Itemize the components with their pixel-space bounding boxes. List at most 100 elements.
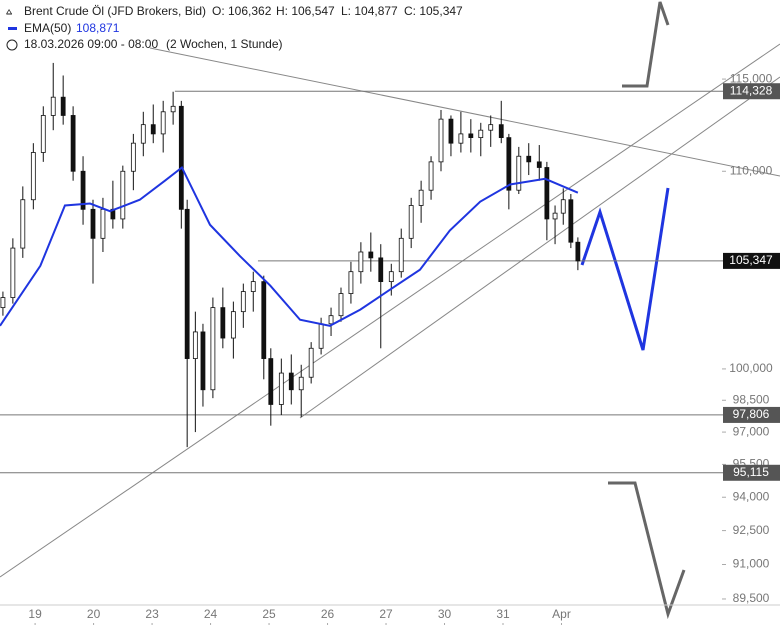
candle-body bbox=[298, 376, 304, 391]
level-box bbox=[723, 252, 780, 269]
candle-body bbox=[560, 199, 566, 214]
candle-body bbox=[250, 281, 256, 292]
candle-body bbox=[20, 199, 26, 249]
ohlc: H: 106,547 bbox=[276, 4, 335, 18]
candle-body bbox=[318, 323, 324, 349]
x-tick-label: 24 bbox=[204, 607, 218, 621]
title: Brent Crude Öl (JFD Brokers, Bid) bbox=[24, 4, 206, 18]
candle-body bbox=[516, 155, 522, 191]
candle-body bbox=[368, 251, 374, 259]
candle-body bbox=[210, 307, 216, 391]
trend-line bbox=[0, 43, 780, 578]
candle-body bbox=[378, 257, 384, 283]
y-tick-label: 89,500 bbox=[733, 591, 770, 605]
candle-body bbox=[160, 111, 166, 135]
level-label: 105,347 bbox=[729, 253, 773, 267]
candle-body bbox=[438, 118, 444, 163]
x-tick-label: 25 bbox=[262, 607, 276, 621]
legend-value: 108,871 bbox=[76, 21, 120, 35]
candle-body bbox=[348, 271, 354, 294]
candle-body bbox=[468, 133, 474, 139]
subtitle: 18.03.2026 09:00 - 08:00 bbox=[24, 37, 158, 51]
candle-body bbox=[428, 161, 434, 191]
candle-body bbox=[130, 142, 136, 172]
level-label: 95,115 bbox=[733, 465, 769, 479]
candle-body bbox=[192, 331, 198, 359]
candle-body bbox=[506, 137, 512, 191]
projection bbox=[580, 187, 670, 351]
candle-body bbox=[418, 189, 424, 206]
candle-body bbox=[448, 118, 454, 144]
candle-body bbox=[140, 124, 146, 144]
candle-body bbox=[536, 161, 542, 168]
candle-body bbox=[288, 372, 294, 391]
candle-body bbox=[338, 293, 344, 317]
y-tick-label: 98,500 bbox=[733, 392, 770, 406]
candle-body bbox=[261, 281, 267, 359]
x-tick-label: 30 bbox=[438, 607, 452, 621]
candle-body bbox=[268, 358, 274, 405]
candle-body bbox=[388, 271, 394, 283]
candle-body bbox=[478, 129, 484, 139]
candle-body bbox=[150, 124, 156, 135]
candle-body bbox=[60, 96, 66, 116]
candle-body bbox=[100, 208, 106, 239]
candle-body bbox=[70, 115, 76, 172]
x-tick-label: 27 bbox=[379, 607, 393, 621]
candle-body bbox=[328, 315, 334, 325]
candle-body bbox=[0, 297, 6, 309]
y-tick-label: 110,000 bbox=[730, 163, 773, 177]
x-tick-label: 23 bbox=[145, 607, 159, 621]
candle-body bbox=[120, 170, 126, 220]
candle-body bbox=[278, 372, 284, 405]
period: (2 Wochen, 1 Stunde) bbox=[166, 37, 283, 51]
level-box bbox=[723, 406, 780, 423]
y-tick-label: 92,500 bbox=[733, 523, 770, 537]
y-tick-label: 115,000 bbox=[730, 71, 773, 85]
y-tick-label: 94,000 bbox=[733, 489, 770, 503]
candle-body bbox=[200, 331, 206, 391]
candle-body bbox=[184, 208, 190, 359]
x-tick-label: Apr bbox=[552, 607, 571, 621]
candle-body bbox=[30, 152, 36, 201]
x-tick-label: 26 bbox=[321, 607, 335, 621]
ohlc: O: 106,362 bbox=[212, 4, 272, 18]
arrow-up bbox=[622, 1, 670, 88]
candle-body bbox=[526, 155, 532, 163]
clock-icon bbox=[6, 39, 18, 51]
candle-body bbox=[230, 311, 236, 339]
candle-body bbox=[488, 124, 494, 131]
y-tick-label: 91,000 bbox=[733, 557, 770, 571]
level-label: 114,328 bbox=[730, 83, 773, 97]
x-tick-label: 20 bbox=[87, 607, 101, 621]
candle-body bbox=[568, 199, 574, 243]
candle-body bbox=[10, 247, 16, 298]
candle-body bbox=[308, 347, 314, 378]
candle-body bbox=[50, 96, 56, 116]
candle-body bbox=[40, 115, 46, 153]
candle-body bbox=[398, 237, 404, 273]
ema-line bbox=[0, 165, 579, 327]
candle-body bbox=[170, 105, 176, 113]
legend-swatch bbox=[8, 27, 17, 30]
x-tick-label: 31 bbox=[496, 607, 510, 621]
candle-body bbox=[575, 241, 581, 262]
candle-body bbox=[544, 167, 550, 220]
icon: ⩟ bbox=[6, 7, 12, 18]
y-tick-label: 97,000 bbox=[733, 424, 770, 438]
candle-body bbox=[498, 124, 504, 139]
candle-body bbox=[458, 133, 464, 144]
trend-line bbox=[149, 47, 780, 177]
candle-body bbox=[240, 291, 246, 313]
candle-body bbox=[80, 170, 86, 210]
candle-body bbox=[178, 105, 184, 210]
level-label: 97,806 bbox=[733, 407, 770, 421]
candle-body bbox=[552, 212, 558, 220]
level-box bbox=[723, 464, 780, 481]
candle-body bbox=[90, 208, 96, 239]
ohlc: L: 104,877 bbox=[341, 4, 398, 18]
candle-body bbox=[408, 205, 414, 239]
arrow-down bbox=[608, 481, 686, 620]
